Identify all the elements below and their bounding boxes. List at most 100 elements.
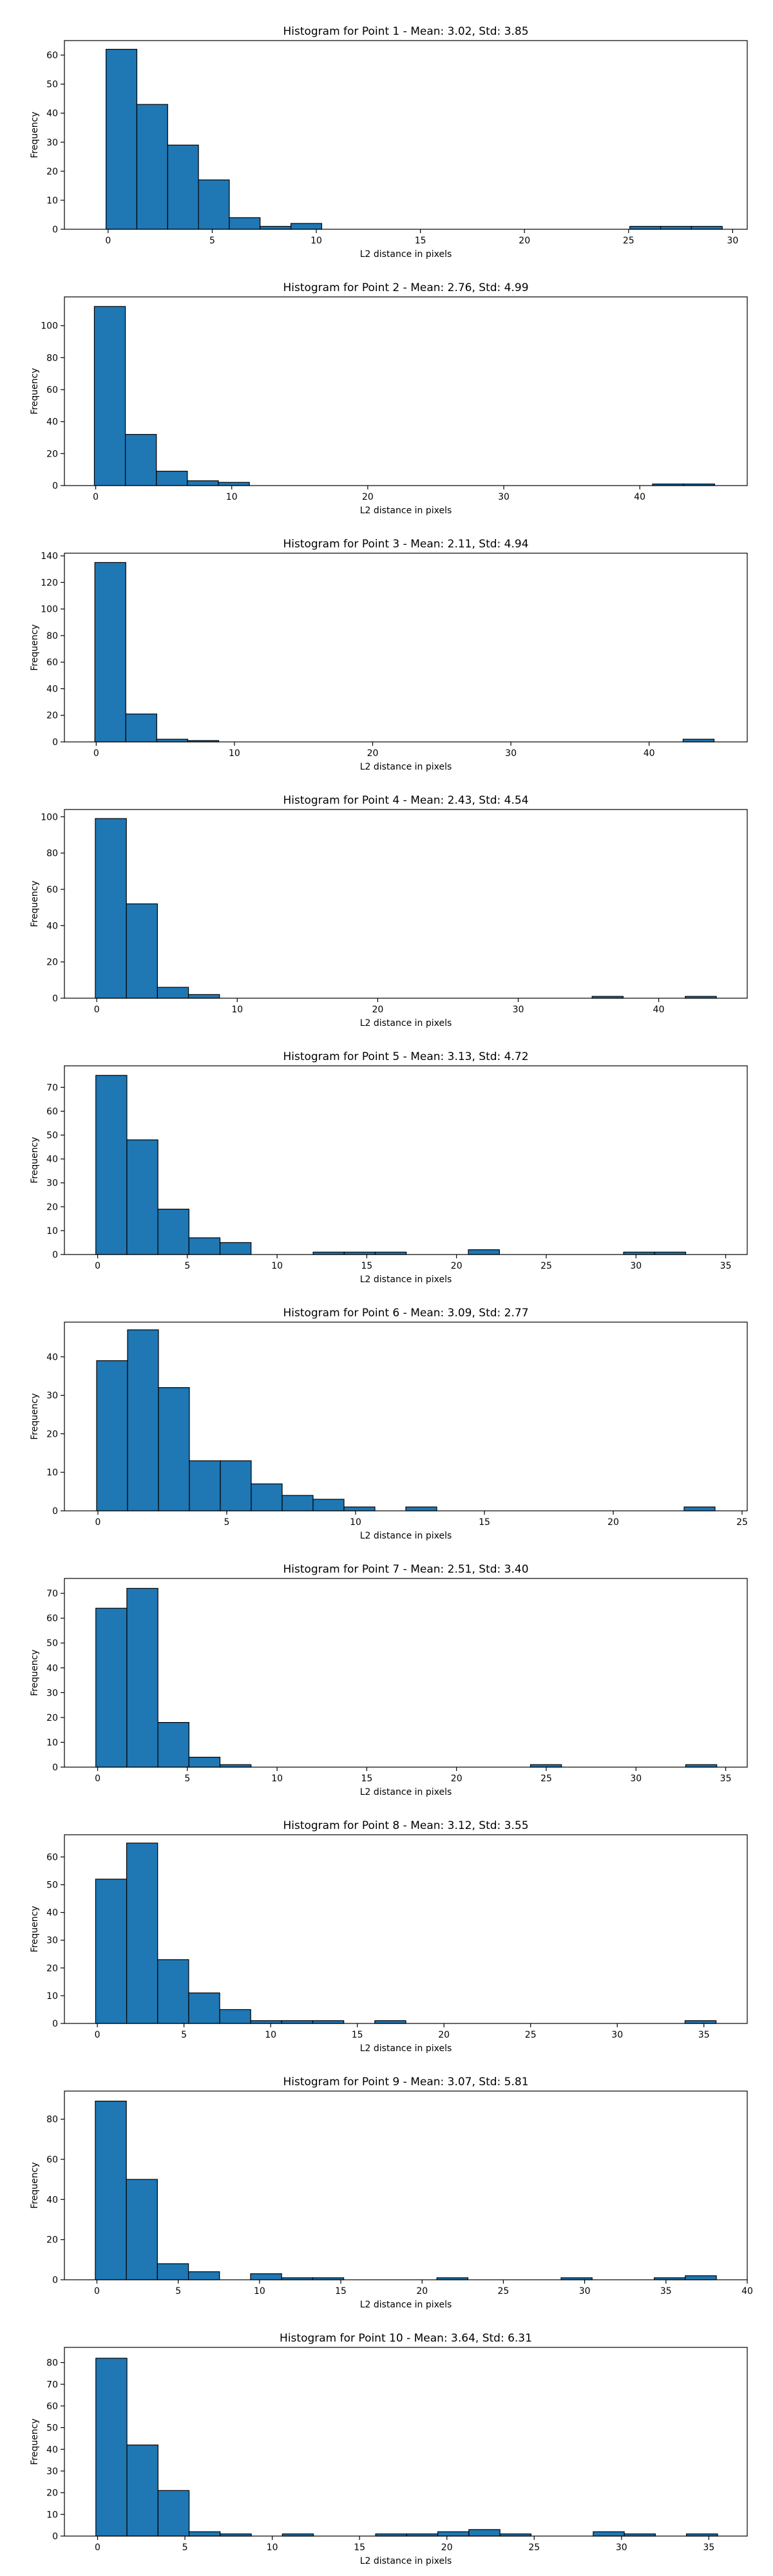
axes-frame — [64, 553, 748, 743]
histogram-bar — [218, 482, 250, 486]
histogram-bar — [691, 225, 723, 230]
axes-frame — [64, 1065, 748, 1255]
histogram-bar — [95, 2358, 128, 2537]
x-tick-label: 10 — [271, 1261, 283, 1271]
y-tick-label: 30 — [46, 1179, 58, 1189]
x-tick-label: 10 — [229, 748, 240, 759]
x-tick-label: 30 — [616, 2543, 627, 2553]
chart-title: Histogram for Point 1 - Mean: 3.02, Std:… — [283, 25, 528, 38]
x-tick-label: 0 — [95, 2543, 100, 2553]
y-tick-label: 100 — [41, 812, 58, 822]
x-tick-label: 15 — [354, 2543, 365, 2553]
y-axis-label: Frequency — [30, 2418, 40, 2465]
chart-title: Histogram for Point 9 - Mean: 3.07, Std:… — [283, 2076, 528, 2088]
histogram-panel-6: Histogram for Point 6 - Mean: 3.09, Std:… — [30, 1307, 748, 1541]
y-tick-label: 40 — [46, 2195, 58, 2205]
y-tick-label: 60 — [46, 658, 58, 668]
histogram-bar — [219, 1242, 252, 1255]
histogram-bar — [158, 1387, 190, 1511]
x-tick-label: 20 — [451, 1774, 463, 1784]
y-axis-label: Frequency — [30, 111, 40, 158]
y-tick-label: 60 — [46, 51, 58, 61]
y-tick-label: 60 — [46, 385, 58, 395]
histogram-bar — [93, 306, 126, 486]
histogram-bar — [157, 2490, 190, 2537]
histogram-bar — [126, 2179, 158, 2280]
x-tick-label: 25 — [528, 2543, 540, 2553]
histogram-bar — [188, 1756, 221, 1768]
histogram-bar — [312, 1499, 345, 1511]
x-tick-label: 25 — [736, 1517, 748, 1528]
y-tick-label: 0 — [52, 1250, 58, 1260]
x-tick-label: 5 — [182, 2543, 188, 2553]
histogram-bar — [125, 714, 157, 743]
y-tick-label: 40 — [46, 684, 58, 694]
y-tick-label: 20 — [46, 2235, 58, 2246]
y-tick-label: 70 — [46, 1589, 58, 1599]
y-tick-label: 0 — [52, 1763, 58, 1773]
y-tick-label: 0 — [52, 737, 58, 748]
y-tick-label: 30 — [46, 2467, 58, 2477]
x-tick-label: 5 — [224, 1517, 230, 1528]
y-tick-label: 0 — [52, 2019, 58, 2029]
histogram-bar — [94, 562, 126, 743]
y-tick-label: 20 — [46, 1202, 58, 1213]
y-tick-label: 80 — [46, 631, 58, 641]
x-tick-label: 0 — [94, 1005, 100, 1015]
y-tick-label: 120 — [41, 578, 58, 588]
x-tick-label: 20 — [362, 492, 374, 502]
x-tick-label: 0 — [93, 748, 99, 759]
histogram-bar — [157, 2263, 189, 2280]
y-tick-label: 30 — [46, 1688, 58, 1698]
histogram-bar — [126, 1842, 158, 2024]
y-tick-label: 100 — [41, 321, 58, 332]
histogram-bar — [188, 2531, 221, 2537]
histogram-panel-10: Histogram for Point 10 - Mean: 3.64, Std… — [30, 2332, 748, 2566]
x-tick-label: 10 — [310, 236, 322, 246]
x-tick-label: 10 — [226, 492, 238, 502]
histogram-bar — [95, 818, 127, 999]
histogram-bar — [95, 2100, 127, 2280]
y-axis-label: Frequency — [30, 880, 40, 927]
y-tick-label: 50 — [46, 80, 58, 90]
y-tick-label: 20 — [46, 1964, 58, 1974]
histogram-bar — [157, 1208, 189, 1255]
x-tick-label: 30 — [498, 492, 510, 502]
histogram-bar — [126, 2444, 158, 2537]
x-tick-label: 30 — [513, 1005, 524, 1015]
y-tick-label: 0 — [52, 2275, 58, 2286]
axes-frame — [64, 296, 748, 486]
histogram-panel-5: Histogram for Point 5 - Mean: 3.13, Std:… — [30, 1050, 748, 1285]
x-axis-label: L2 distance in pixels — [360, 1531, 452, 1541]
x-tick-label: 0 — [95, 1517, 101, 1528]
x-axis-label: L2 distance in pixels — [360, 1018, 452, 1028]
x-tick-label: 35 — [720, 1774, 732, 1784]
histogram-bar — [156, 471, 188, 486]
y-tick-label: 40 — [46, 1155, 58, 1165]
y-tick-label: 20 — [46, 1429, 58, 1439]
x-tick-label: 0 — [95, 1774, 100, 1784]
chart-title: Histogram for Point 6 - Mean: 3.09, Std:… — [283, 1307, 528, 1320]
histogram-bar — [106, 48, 138, 230]
y-tick-label: 50 — [46, 2423, 58, 2434]
x-tick-label: 35 — [720, 1261, 732, 1271]
y-axis-label: Frequency — [30, 2162, 40, 2208]
x-tick-label: 30 — [727, 236, 738, 246]
x-tick-label: 20 — [416, 2286, 428, 2297]
y-tick-label: 0 — [52, 994, 58, 1004]
histogram-panel-9: Histogram for Point 9 - Mean: 3.07, Std:… — [30, 2076, 753, 2310]
x-tick-label: 15 — [361, 1261, 372, 1271]
histogram-bar — [405, 1506, 437, 1511]
x-axis-label: L2 distance in pixels — [360, 2300, 452, 2310]
histogram-bar — [198, 179, 230, 230]
histogram-bar — [629, 225, 662, 230]
y-tick-label: 10 — [46, 1991, 58, 2002]
histogram-bar — [157, 1722, 189, 1768]
histogram-bar — [219, 2009, 251, 2024]
y-tick-label: 10 — [46, 196, 58, 206]
histogram-panel-1: Histogram for Point 1 - Mean: 3.02, Std:… — [30, 25, 748, 260]
x-tick-label: 10 — [254, 2286, 265, 2297]
y-tick-label: 50 — [46, 1880, 58, 1891]
x-tick-label: 25 — [540, 1261, 552, 1271]
